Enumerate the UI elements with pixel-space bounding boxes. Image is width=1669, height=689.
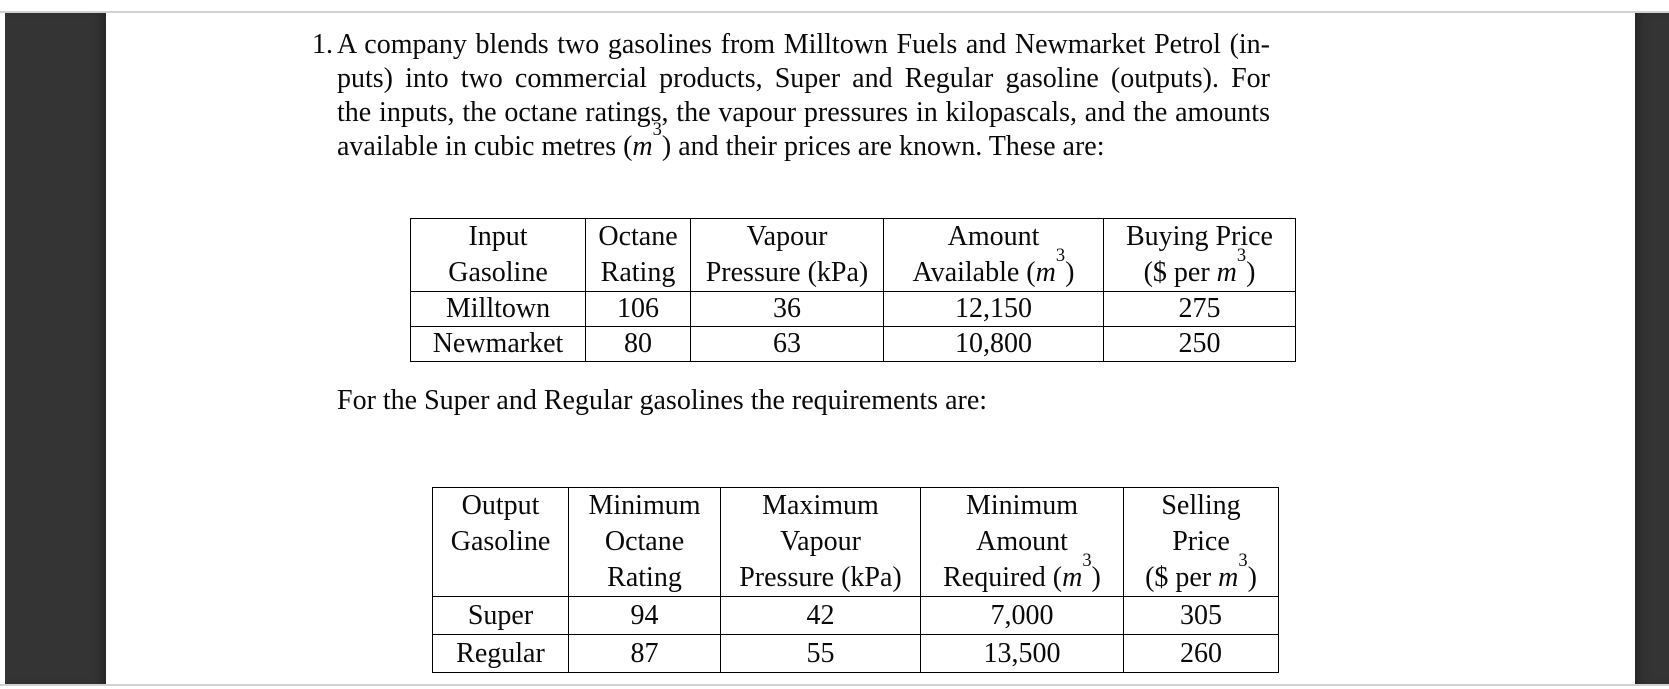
table-row: Super 94 42 7,000 305 bbox=[432, 596, 1279, 635]
bottom-divider bbox=[0, 684, 1669, 686]
table-row: Milltown 106 36 12,150 275 bbox=[410, 291, 1296, 327]
problem-line: available in cubic metres (m3) and their… bbox=[337, 118, 1105, 162]
problem-item-1: 1. A company blends two gasolines from M… bbox=[312, 28, 1270, 164]
problem-text: A company blends two gasolines from Mill… bbox=[337, 28, 1270, 164]
data-cell: Newmarket bbox=[410, 326, 586, 362]
data-cell: 94 bbox=[568, 596, 721, 635]
viewer-background-right bbox=[1635, 13, 1669, 684]
data-cell: 63 bbox=[690, 326, 884, 362]
problem-line: the inputs, the octane ratings, the vapo… bbox=[337, 97, 1270, 128]
header-cell: Output Gasoline bbox=[432, 487, 569, 597]
data-cell: 42 bbox=[720, 596, 921, 635]
input-gasoline-table: Input Gasoline Octane Rating Vapour Pressure … bbox=[410, 218, 1296, 362]
table-row: Newmarket 80 63 10,800 250 bbox=[410, 326, 1296, 362]
data-cell: Milltown bbox=[410, 291, 586, 327]
data-cell: Regular bbox=[432, 634, 569, 673]
data-cell: 87 bbox=[568, 634, 721, 673]
header-cell: Minimum Amount Required (m3) bbox=[920, 487, 1124, 597]
data-cell: 106 bbox=[585, 291, 691, 327]
header-cell: Minimum Octane Rating bbox=[568, 487, 721, 597]
problem-line: A company blends two gasolines from Mill… bbox=[337, 29, 1270, 60]
header-cell: Vapour Pressure (kPa) bbox=[690, 218, 884, 292]
top-divider bbox=[0, 11, 1669, 13]
header-cell: Amount Available (m3) bbox=[883, 218, 1104, 292]
data-cell: 12,150 bbox=[883, 291, 1104, 327]
header-cell: Selling Price ($ per m3) bbox=[1123, 487, 1279, 597]
data-cell: 7,000 bbox=[920, 596, 1124, 635]
header-cell: Maximum Vapour Pressure (kPa) bbox=[720, 487, 921, 597]
requirements-intro: For the Super and Regular gasolines the … bbox=[337, 385, 988, 416]
data-cell: 10,800 bbox=[883, 326, 1104, 362]
viewer-background-left bbox=[5, 13, 106, 684]
data-cell: 55 bbox=[720, 634, 921, 673]
header-cell: Octane Rating bbox=[585, 218, 691, 292]
data-cell: 80 bbox=[585, 326, 691, 362]
data-cell: 305 bbox=[1123, 596, 1279, 635]
data-cell: Super bbox=[432, 596, 569, 635]
header-cell: Buying Price ($ per m3) bbox=[1103, 218, 1296, 292]
data-cell: 13,500 bbox=[920, 634, 1124, 673]
header-cell: Input Gasoline bbox=[410, 218, 586, 292]
output-gasoline-table: Output Gasoline Minimum Octane Rating Maximum… bbox=[432, 487, 1279, 673]
problem-number: 1. bbox=[312, 29, 333, 60]
data-cell: 36 bbox=[690, 291, 884, 327]
document-page: 1. A company blends two gasolines from M… bbox=[106, 13, 1635, 684]
problem-line: puts) into two commercial products, Supe… bbox=[337, 63, 1270, 94]
data-cell: 250 bbox=[1103, 326, 1296, 362]
data-cell: 260 bbox=[1123, 634, 1279, 673]
data-cell: 275 bbox=[1103, 291, 1296, 327]
table-row: Regular 87 55 13,500 260 bbox=[432, 634, 1279, 673]
